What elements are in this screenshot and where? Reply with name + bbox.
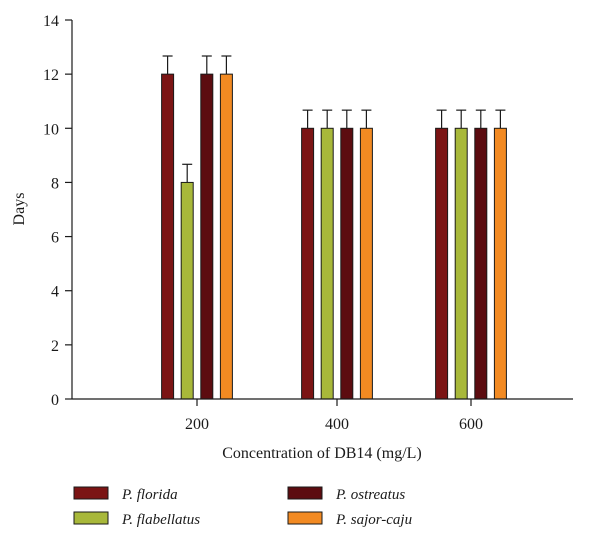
y-axis-title: Days <box>11 193 28 226</box>
bar <box>340 127 354 400</box>
bar <box>301 127 315 400</box>
bar <box>493 127 507 400</box>
x-tick-label: 400 <box>325 416 349 433</box>
error-bars-group <box>162 55 506 183</box>
legend: P. florida P. flabellatus P. ostreatus P. s… <box>73 486 412 528</box>
legend-label: P. ostreatus <box>335 487 405 503</box>
y-tick-label: 12 <box>43 67 59 84</box>
bars-group <box>161 73 507 400</box>
bar <box>320 127 334 400</box>
legend-label: P. sajor-caju <box>335 512 412 528</box>
x-tick-label: 200 <box>185 416 209 433</box>
y-tick-label: 10 <box>43 121 59 138</box>
y-tick-label: 0 <box>51 392 59 409</box>
legend-swatch <box>73 486 109 500</box>
legend-swatch <box>287 486 323 500</box>
x-ticks-group: 200 400 600 <box>185 399 483 433</box>
y-ticks-group: 0 2 4 6 8 10 12 14 <box>43 13 72 409</box>
legend-swatch <box>73 511 109 525</box>
legend-label: P. florida <box>121 487 178 503</box>
x-axis-title: Concentration of DB14 (mg/L) <box>222 445 422 462</box>
bar <box>161 73 175 400</box>
x-tick-label: 600 <box>459 416 483 433</box>
y-tick-label: 4 <box>51 284 59 301</box>
bar <box>435 127 449 400</box>
bar <box>359 127 373 400</box>
bar <box>454 127 468 400</box>
y-tick-label: 2 <box>51 338 59 355</box>
legend-label: P. flabellatus <box>121 512 200 528</box>
bar <box>474 127 488 400</box>
bar <box>219 73 233 400</box>
y-tick-label: 6 <box>51 230 59 247</box>
y-tick-label: 14 <box>43 13 59 30</box>
legend-swatch <box>287 511 323 525</box>
y-tick-label: 8 <box>51 175 59 192</box>
bar <box>180 181 194 400</box>
bar <box>200 73 214 400</box>
axes-group <box>71 20 573 400</box>
